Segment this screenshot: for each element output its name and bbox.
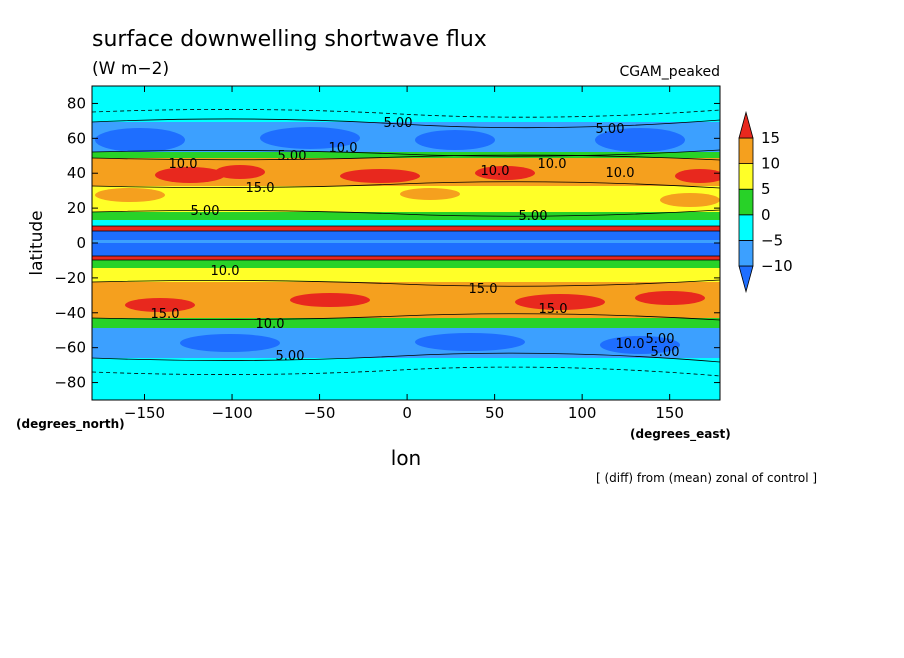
colorbar-box: [738, 214, 754, 241]
contour-label: 10.0: [329, 141, 358, 156]
footnote: [ (diff) from (mean) zonal of control ]: [596, 471, 817, 485]
y-tick-label: 80: [67, 94, 86, 112]
colorbar-extension: [738, 265, 754, 294]
y-tick-label: 60: [67, 129, 86, 147]
contour-label: 5.00: [519, 209, 548, 224]
colorbar-label: −5: [761, 231, 783, 249]
colorbar-box: [738, 239, 754, 267]
contour-label: 5.00: [276, 349, 305, 364]
y-tick-label: 40: [67, 164, 86, 182]
colorbar-label: 5: [761, 180, 771, 198]
colorbar-label: 10: [761, 155, 780, 173]
colorbar-label: 15: [761, 129, 780, 147]
colorbar-label: 0: [761, 206, 771, 224]
x-tick-label: −150: [124, 404, 165, 422]
case-label: CGAM_peaked: [620, 64, 720, 80]
contour-label: 5.00: [646, 332, 675, 347]
contour-label: 5.00: [651, 345, 680, 360]
x-units: (degrees_east): [630, 427, 731, 442]
contour-label: 10.0: [606, 166, 635, 181]
contour-label: 15.0: [246, 181, 275, 196]
contour-label: 10.0: [616, 337, 645, 352]
y-tick-label: 0: [76, 234, 86, 252]
x-tick-label: −50: [304, 404, 336, 422]
contour-label: 5.00: [191, 204, 220, 219]
contour-label: 10.0: [169, 157, 198, 172]
contour-label: 10.0: [211, 264, 240, 279]
x-tick-label: 100: [568, 404, 597, 422]
y-tick-label: 20: [67, 199, 86, 217]
y-axis-label: latitude: [27, 210, 47, 275]
y-tick-label: −20: [54, 269, 86, 287]
contour-label: 15.0: [151, 307, 180, 322]
contour-label: 10.0: [538, 157, 567, 172]
colorbar-box: [738, 137, 754, 165]
x-tick-label: 0: [402, 404, 412, 422]
contour-label: 15.0: [539, 302, 568, 317]
chart-title: surface downwelling shortwave flux: [92, 27, 487, 52]
x-tick-label: −100: [211, 404, 252, 422]
contour-field: [92, 86, 720, 400]
colorbar-extension: [738, 110, 754, 139]
contour-label: 5.00: [384, 116, 413, 131]
y-tick-label: −60: [54, 339, 86, 357]
x-tick-label: 150: [655, 404, 684, 422]
colorbar-box: [738, 188, 754, 216]
y-tick-label: −40: [54, 304, 86, 322]
contour-label: 10.0: [481, 164, 510, 179]
subtitle: (W m−2): [92, 59, 169, 79]
x-axis-label: lon: [391, 446, 421, 470]
y-tick-label: −80: [54, 374, 86, 392]
contour-label: 5.00: [596, 122, 625, 137]
contour-label: 5.00: [278, 149, 307, 164]
colorbar-label: −10: [761, 257, 793, 275]
contour-label: 10.0: [256, 317, 285, 332]
contour-label: 15.0: [469, 282, 498, 297]
x-tick-label: 50: [485, 404, 504, 422]
y-units: (degrees_north): [16, 417, 125, 432]
colorbar-box: [738, 163, 754, 190]
